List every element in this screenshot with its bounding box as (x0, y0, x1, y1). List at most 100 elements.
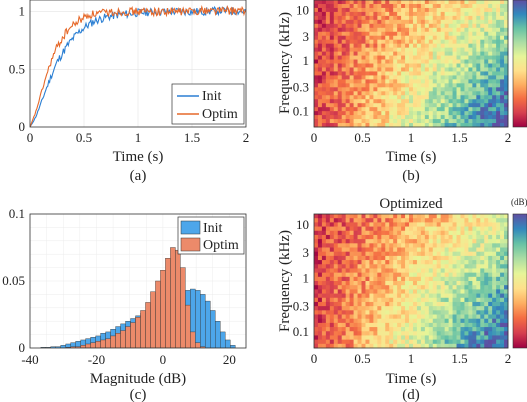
spectrogram-cell (329, 281, 335, 286)
spectrogram-cell (325, 95, 331, 100)
spectrogram-cell (484, 111, 489, 116)
spectrogram-cell (492, 123, 497, 128)
spectrogram-cell (416, 331, 422, 336)
y-tick-label: 1 (303, 53, 310, 68)
spectrogram-cell (476, 95, 481, 100)
spectrogram-cell (317, 15, 323, 21)
spectrogram-cell (357, 67, 362, 72)
spectrogram-cell (492, 276, 497, 282)
spectrogram-cell (452, 314, 457, 320)
spectrogram-cell (492, 75, 497, 80)
spectrogram-cell (484, 19, 489, 25)
spectrogram-cell (405, 51, 410, 56)
spectrogram-cell (432, 31, 438, 37)
spectrogram-cell (428, 289, 434, 294)
spectrogram-cell (500, 63, 505, 68)
spectrogram-cell (397, 107, 402, 112)
spectrogram-cell (480, 310, 485, 315)
spectrogram-cell (456, 297, 461, 303)
spectrogram-cell (500, 214, 505, 219)
spectrogram-cell (444, 75, 450, 80)
spectrogram-cell (409, 31, 414, 37)
spectrogram-cell (409, 247, 414, 253)
spectrogram-cell (314, 339, 319, 345)
spectrogram-cell (369, 234, 374, 240)
spectrogram-cell (428, 243, 434, 248)
spectrogram-cell (385, 79, 390, 84)
spectrogram-cell (325, 318, 331, 324)
legend-init-label: Init (203, 221, 223, 236)
spectrogram-cell (476, 123, 481, 128)
spectrogram-cell (357, 39, 362, 45)
spectrogram-cell (460, 43, 465, 49)
spectrogram-cell (381, 19, 386, 25)
spectrogram-cell (314, 7, 319, 13)
spectrogram-cell (412, 285, 418, 290)
spectrogram-cell (456, 293, 461, 299)
spectrogram-cell (460, 343, 465, 349)
spectrogram-cell (472, 289, 477, 294)
spectrogram-cell (488, 327, 493, 332)
spectrogram-cell (401, 314, 406, 320)
spectrogram-cell (484, 63, 489, 68)
spectrogram-cell (373, 251, 378, 257)
spectrogram-cell (472, 260, 477, 265)
spectrogram-cell (428, 39, 434, 45)
x-tick-label: 1.5 (184, 130, 200, 145)
spectrogram-cell (484, 59, 489, 64)
spectrogram-cell (412, 272, 418, 278)
spectrogram-cell (333, 255, 339, 261)
spectrogram-cell (428, 35, 434, 41)
spectrogram-cell (444, 19, 450, 25)
spectrogram-cell (444, 0, 450, 5)
spectrogram-cell (452, 234, 457, 240)
spectrogram-cell (409, 222, 414, 227)
spectrogram-cell (377, 103, 382, 108)
spectrogram-cell (456, 239, 461, 244)
spectrogram-cell (314, 111, 319, 116)
spectrogram-cell (361, 71, 366, 76)
spectrogram-cell (325, 91, 331, 96)
spectrogram-cell (432, 63, 438, 68)
spectrogram-cell (456, 343, 461, 349)
spectrogram-cell (432, 119, 438, 124)
spectrogram-cell (385, 119, 390, 124)
spectrogram-cell (405, 99, 410, 104)
spectrogram-cell (464, 31, 469, 37)
spectrogram-cell (369, 111, 374, 116)
spectrogram-cell (472, 79, 477, 84)
spectrogram-cell (349, 214, 354, 219)
spectrogram-cell (420, 47, 426, 52)
spectrogram-cell (424, 87, 430, 92)
spectrogram-cell (401, 119, 406, 124)
spectrogram-cell (405, 103, 410, 108)
spectrogram-cell (361, 293, 366, 299)
spectrogram-cell (325, 301, 331, 307)
spectrogram-cell (448, 35, 453, 41)
spectrogram-cell (377, 214, 382, 219)
spectrogram-cell (472, 43, 477, 49)
spectrogram-cell (373, 87, 378, 92)
panel-d-spectrogram (314, 214, 509, 349)
spectrogram-cell (389, 59, 394, 64)
spectrogram-cell (345, 306, 351, 311)
spectrogram-cell (405, 111, 410, 116)
spectrogram-cell (373, 107, 378, 112)
spectrogram-cell (377, 51, 382, 56)
spectrogram-cell (369, 335, 374, 341)
spectrogram-cell (432, 99, 438, 104)
spectrogram-cell (468, 293, 473, 299)
spectrogram-cell (420, 293, 426, 299)
spectrogram-cell (456, 322, 461, 328)
spectrogram-cell (385, 343, 390, 349)
spectrogram-cell (373, 0, 378, 5)
spectrogram-cell (504, 111, 509, 116)
panel-c-bars (40, 247, 236, 348)
spectrogram-cell (428, 306, 434, 311)
spectrogram-cell (464, 119, 469, 124)
spectrogram-cell (492, 339, 497, 345)
spectrogram-cell (373, 47, 378, 52)
spectrogram-cell (492, 71, 497, 76)
spectrogram-cell (496, 19, 501, 25)
spectrogram-cell (440, 27, 446, 33)
